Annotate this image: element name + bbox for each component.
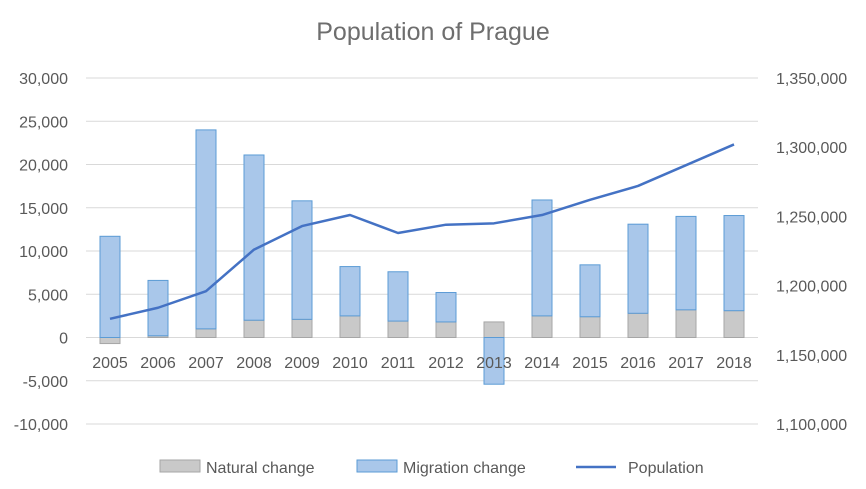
- bar-natural-change: [339, 315, 361, 338]
- bar-natural-change: [435, 321, 457, 338]
- right-axis-tick-label: 1,250,000: [776, 209, 847, 226]
- bar-natural-change: [723, 310, 745, 338]
- bar-migration-change: [675, 215, 697, 311]
- bar-natural-change: [195, 328, 217, 339]
- bar-migration-change: [579, 264, 601, 318]
- legend: Natural change Migration change Populati…: [159, 459, 704, 477]
- x-axis-label: 2016: [620, 355, 656, 372]
- bar-natural-change: [483, 321, 505, 338]
- x-axis-label: 2015: [572, 355, 608, 372]
- bar-migration-change: [531, 199, 553, 317]
- legend-swatch-natural-change: [159, 459, 201, 473]
- bar-migration-change: [291, 200, 313, 320]
- x-axis-label: 2008: [236, 355, 272, 372]
- bar-migration-change: [387, 271, 409, 322]
- right-axis-tick-label: 1,300,000: [776, 140, 847, 157]
- left-axis-tick-label: 0: [59, 331, 68, 348]
- left-axis-tick-label: 15,000: [19, 201, 68, 218]
- right-axis-tick-label: 1,200,000: [776, 279, 847, 296]
- bar-natural-change: [387, 320, 409, 339]
- right-axis-ticks: 1,100,000 1,150,000 1,200,000 1,250,000 1,30…: [776, 71, 847, 434]
- x-axis-label: 2010: [332, 355, 368, 372]
- x-axis-label: 2018: [716, 355, 752, 372]
- legend-label-population: Population: [628, 460, 704, 477]
- bar-natural-change: [579, 316, 601, 338]
- x-axis-label: 2012: [428, 355, 464, 372]
- bar-migration-change: [99, 235, 121, 338]
- bar-migration-change: [435, 292, 457, 323]
- gridlines: [86, 77, 758, 425]
- bar-migration-change: [339, 266, 361, 317]
- bar-natural-change: [627, 312, 649, 338]
- bar-migration-change: [483, 337, 505, 385]
- x-axis-label: 2013: [476, 355, 512, 372]
- left-axis-tick-label: 10,000: [19, 244, 68, 261]
- bar-natural-change: [99, 337, 121, 345]
- x-axis-label: 2014: [524, 355, 560, 372]
- right-axis-tick-label: 1,350,000: [776, 71, 847, 88]
- legend-label-migration-change: Migration change: [403, 460, 526, 477]
- bar-natural-change: [531, 315, 553, 338]
- left-axis-tick-label: -5,000: [23, 374, 68, 391]
- left-axis-ticks: -10,000 -5,000 0 5,000 10,000 15,000 20,000 25,…: [14, 71, 68, 434]
- left-axis-tick-label: 30,000: [19, 71, 68, 88]
- right-axis-tick-label: 1,150,000: [776, 348, 847, 365]
- legend-label-natural-change: Natural change: [206, 460, 315, 477]
- left-axis-tick-label: 5,000: [28, 287, 68, 304]
- bar-migration-change: [195, 129, 217, 330]
- bar-natural-change: [243, 319, 265, 339]
- bar-migration-change: [723, 215, 745, 312]
- left-axis-tick-label: 25,000: [19, 114, 68, 131]
- x-axis-label: 2017: [668, 355, 704, 372]
- x-axis-labels: 2005 2006 2007 2008 2009 2010 2011 2012 2013 2014…: [92, 355, 752, 372]
- x-axis-label: 2011: [381, 355, 416, 372]
- bar-migration-change: [243, 154, 265, 321]
- x-axis-label: 2006: [140, 355, 176, 372]
- x-axis-label: 2009: [284, 355, 320, 372]
- legend-swatch-migration-change: [356, 459, 398, 473]
- right-axis-tick-label: 1,100,000: [776, 417, 847, 434]
- line-series: [109, 143, 735, 321]
- left-axis-tick-label: 20,000: [19, 158, 68, 175]
- bar-migration-change: [627, 223, 649, 314]
- population-line: [109, 143, 735, 321]
- chart-title: Population of Prague: [316, 18, 550, 46]
- x-axis-label: 2007: [188, 355, 224, 372]
- left-axis-tick-label: -10,000: [14, 417, 68, 434]
- bar-natural-change: [291, 318, 313, 338]
- bar-series: [99, 129, 745, 385]
- bar-natural-change: [675, 309, 697, 339]
- x-axis-label: 2005: [92, 355, 128, 372]
